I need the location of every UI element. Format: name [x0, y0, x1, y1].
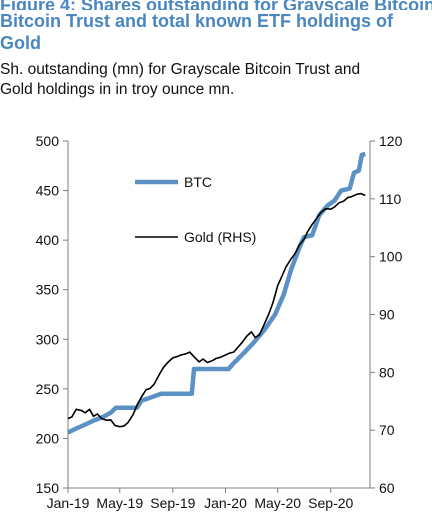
chart-subtitle-line-1: Sh. outstanding (mn) for Grayscale Bitco… [0, 61, 361, 78]
right-y-tick-label: 120 [379, 133, 403, 149]
legend-gold-label: Gold (RHS) [184, 229, 256, 245]
left-y-tick-label: 300 [36, 331, 60, 347]
left-y-tick-label: 350 [36, 282, 60, 298]
left-y-tick-label: 150 [36, 480, 60, 496]
right-y-tick-label: 80 [379, 364, 395, 380]
left-y-tick-label: 200 [36, 430, 60, 446]
right-y-tick-label: 110 [379, 191, 402, 207]
chart-title-line-2: Bitcoin Trust and total known ETF holdin… [0, 11, 393, 31]
x-tick-label: Sep-20 [308, 495, 353, 511]
x-tick-label: May-19 [96, 495, 143, 511]
chart-title-line-3: Gold [0, 33, 41, 53]
right-y-tick-label: 70 [379, 422, 395, 438]
left-y-tick-label: 500 [36, 133, 60, 149]
x-tick-label: Jan-20 [204, 495, 247, 511]
gold-series-line [67, 192, 366, 428]
right-y-tick-label: 100 [379, 249, 403, 265]
legend-btc-label: BTC [184, 174, 212, 190]
x-tick-label: May-20 [254, 495, 301, 511]
left-y-tick-label: 400 [36, 232, 60, 248]
left-y-tick-label: 250 [36, 381, 60, 397]
right-y-tick-label: 60 [379, 480, 395, 496]
chart-title-clipped-line: Figure 4: Shares outstanding for Graysca… [0, 0, 432, 10]
chart-heading: Figure 4: Shares outstanding for Graysca… [0, 0, 432, 100]
x-tick-label: Sep-19 [150, 495, 195, 511]
btc-series-line [67, 151, 366, 435]
x-tick-label: Jan-19 [47, 495, 90, 511]
chart-subtitle-line-2: Gold holdings in in troy ounce mn. [0, 81, 235, 98]
right-y-tick-label: 90 [379, 307, 395, 323]
left-y-tick-label: 450 [36, 183, 60, 199]
